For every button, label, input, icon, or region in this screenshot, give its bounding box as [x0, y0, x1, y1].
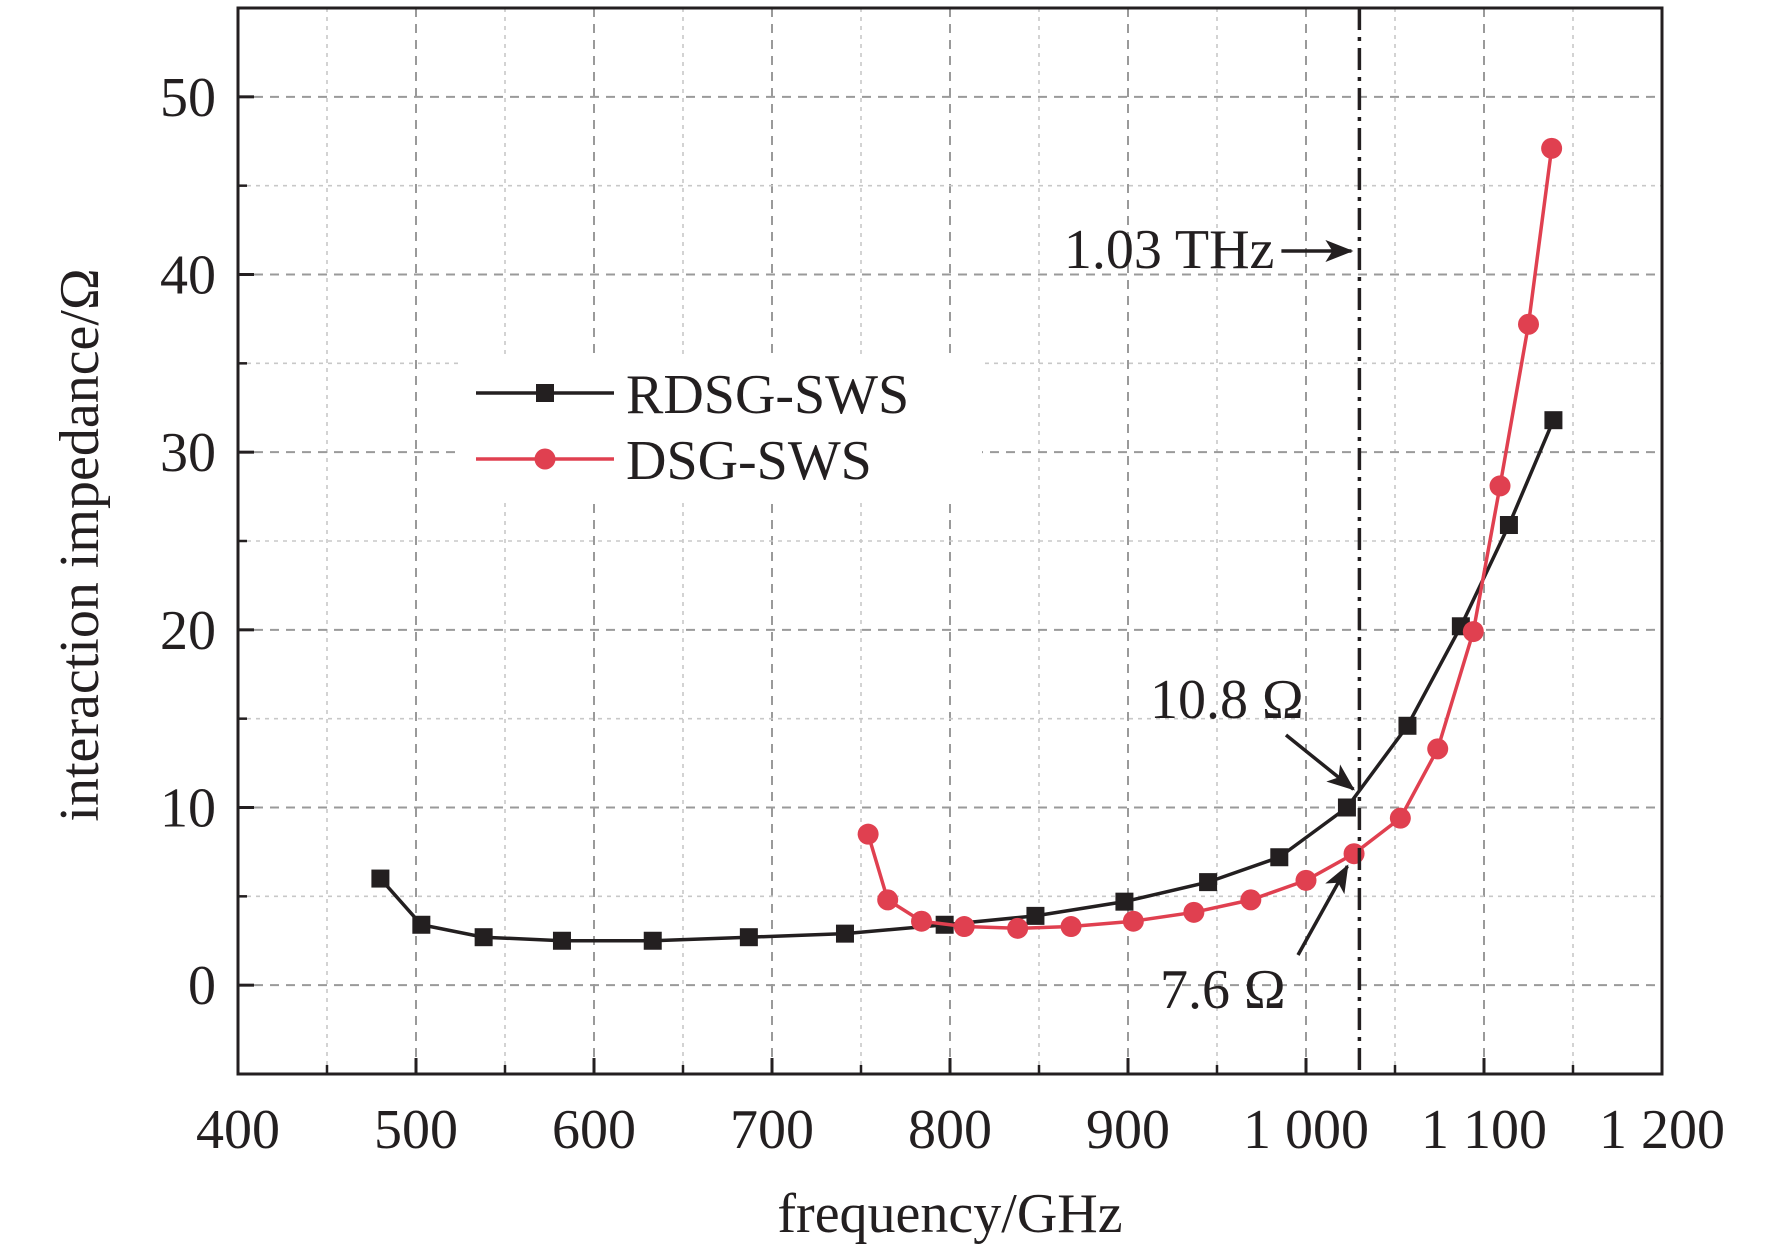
data-point-DSG-SWS	[1462, 621, 1484, 643]
y-tick-label: 10	[160, 778, 216, 840]
series-layer	[371, 137, 1563, 950]
data-point-RDSG-SWS	[1544, 411, 1563, 430]
data-point-DSG-SWS	[1541, 137, 1563, 159]
data-point-RDSG-SWS	[739, 928, 758, 947]
threshold-label: 1.03 THz	[1064, 219, 1275, 281]
data-point-DSG-SWS	[953, 916, 975, 938]
x-tick-label: 500	[374, 1099, 458, 1161]
data-point-DSG-SWS	[1122, 910, 1144, 932]
series-RDSG-SWS	[371, 411, 1563, 950]
series-line-RDSG-SWS	[379, 419, 1556, 943]
legend-label: RDSG-SWS	[626, 364, 909, 426]
data-point-RDSG-SWS	[1270, 848, 1289, 867]
annotation-arrow-rdsg	[1284, 733, 1355, 791]
data-point-RDSG-SWS	[552, 931, 571, 950]
x-tick-label: 600	[552, 1099, 636, 1161]
data-point-DSG-SWS	[1007, 917, 1029, 939]
data-point-RDSG-SWS	[1398, 716, 1417, 735]
y-tick-label: 30	[160, 422, 216, 484]
grid	[238, 8, 1662, 1074]
data-point-DSG-SWS	[1518, 313, 1539, 335]
data-point-DSG-SWS	[1389, 807, 1411, 829]
x-tick-label: 400	[196, 1099, 280, 1161]
data-point-DSG-SWS	[911, 910, 933, 932]
x-tick-label: 1 200	[1599, 1099, 1725, 1161]
axis-ticks: 400 500 600 700 800 900 1 000 1 100 1 200 0 10 20 30…	[160, 6, 1725, 1161]
x-tick-label: 1 100	[1421, 1099, 1547, 1161]
data-point-DSG-SWS	[877, 889, 899, 911]
data-point-RDSG-SWS	[1026, 906, 1045, 925]
data-point-RDSG-SWS	[1499, 516, 1518, 535]
data-point-RDSG-SWS	[643, 931, 662, 950]
data-point-DSG-SWS	[857, 823, 879, 845]
x-tick-label: 1 000	[1243, 1099, 1369, 1161]
data-point-RDSG-SWS	[412, 915, 431, 934]
data-point-DSG-SWS	[1295, 869, 1317, 891]
data-point-DSG-SWS	[534, 448, 556, 470]
data-point-RDSG-SWS	[371, 869, 390, 888]
y-tick-label: 20	[160, 600, 216, 662]
data-point-DSG-SWS	[1489, 475, 1511, 497]
annotations: 1.03 THz 10.8 Ω 7.6 Ω	[1064, 219, 1355, 1021]
data-point-DSG-SWS	[1427, 738, 1449, 760]
x-axis-label: frequency/GHz	[777, 1183, 1122, 1245]
data-point-DSG-SWS	[1240, 889, 1262, 911]
data-point-RDSG-SWS	[835, 924, 854, 943]
y-axis-label: interaction impedance/Ω	[49, 268, 111, 821]
annotation-rdsg-value: 10.8 Ω	[1150, 669, 1304, 731]
data-point-DSG-SWS	[1183, 901, 1205, 923]
legend-background	[462, 358, 982, 498]
series-DSG-SWS	[857, 137, 1563, 939]
data-point-DSG-SWS	[1343, 843, 1365, 865]
x-tick-label: 800	[908, 1099, 992, 1161]
annotation-dsg-value: 7.6 Ω	[1160, 959, 1286, 1021]
legend-label: DSG-SWS	[626, 430, 872, 492]
data-point-RDSG-SWS	[536, 384, 554, 402]
data-point-DSG-SWS	[1060, 916, 1082, 938]
data-point-RDSG-SWS	[1199, 873, 1218, 892]
x-tick-label: 900	[1086, 1099, 1170, 1161]
x-tick-label: 700	[730, 1099, 814, 1161]
y-tick-label: 0	[188, 955, 216, 1017]
data-point-RDSG-SWS	[1337, 798, 1356, 817]
data-point-RDSG-SWS	[1115, 892, 1134, 911]
y-tick-label: 50	[160, 67, 216, 129]
y-tick-label: 40	[160, 245, 216, 307]
annotation-arrow-dsg	[1296, 864, 1349, 956]
data-point-RDSG-SWS	[474, 928, 493, 947]
